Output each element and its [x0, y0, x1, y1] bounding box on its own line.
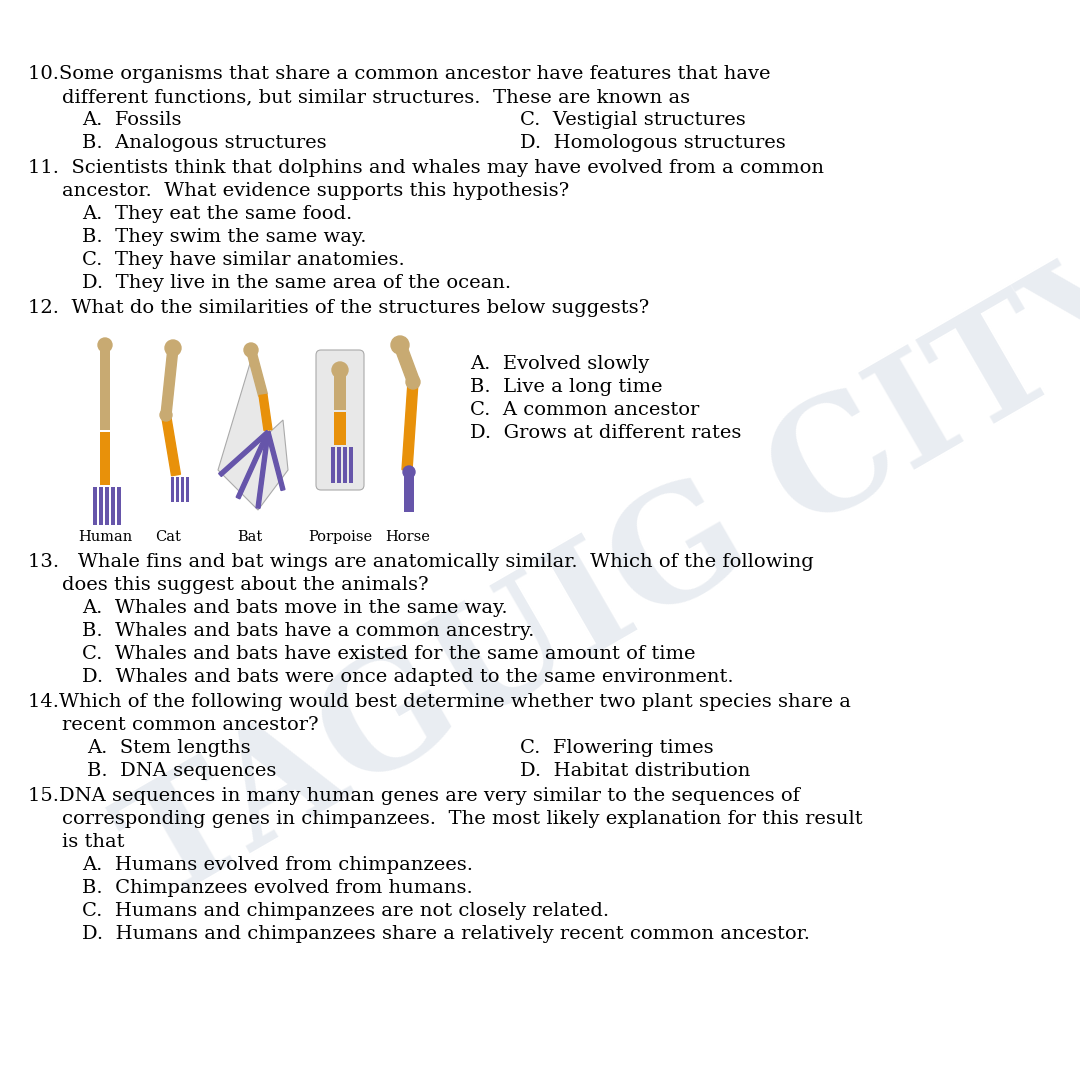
Polygon shape — [337, 447, 341, 483]
Text: ancestor.  What evidence supports this hypothesis?: ancestor. What evidence supports this hy… — [62, 182, 569, 200]
Text: C.  Vestigial structures: C. Vestigial structures — [519, 111, 746, 129]
Text: B.  Live a long time: B. Live a long time — [470, 378, 662, 396]
Text: Bat: Bat — [238, 530, 262, 544]
Circle shape — [403, 466, 415, 478]
Circle shape — [332, 361, 348, 378]
Text: B.  Chimpanzees evolved from humans.: B. Chimpanzees evolved from humans. — [82, 879, 473, 897]
Text: B.  DNA sequences: B. DNA sequences — [87, 762, 276, 780]
Text: A.  Evolved slowly: A. Evolved slowly — [470, 355, 649, 373]
Text: Porpoise: Porpoise — [308, 530, 373, 544]
Polygon shape — [334, 412, 346, 445]
Text: C.  Whales and bats have existed for the same amount of time: C. Whales and bats have existed for the … — [82, 645, 696, 663]
Polygon shape — [117, 487, 121, 525]
Polygon shape — [334, 370, 346, 410]
Circle shape — [406, 375, 420, 390]
Polygon shape — [162, 414, 180, 476]
Polygon shape — [349, 447, 353, 483]
Polygon shape — [218, 431, 269, 477]
Text: A.  Humans evolved from chimpanzees.: A. Humans evolved from chimpanzees. — [82, 856, 473, 874]
Polygon shape — [404, 472, 414, 513]
Polygon shape — [186, 477, 189, 502]
Text: B.  Analogous structures: B. Analogous structures — [82, 134, 326, 152]
Circle shape — [98, 338, 112, 352]
Polygon shape — [181, 477, 184, 502]
Text: 15.DNA sequences in many human genes are very similar to the sequences of: 15.DNA sequences in many human genes are… — [28, 787, 800, 805]
Polygon shape — [246, 349, 268, 396]
Circle shape — [165, 340, 181, 356]
Polygon shape — [343, 447, 347, 483]
Text: 14.Which of the following would best determine whether two plant species share a: 14.Which of the following would best det… — [28, 693, 851, 711]
Text: B.  Whales and bats have a common ancestry.: B. Whales and bats have a common ancestr… — [82, 622, 535, 640]
Polygon shape — [266, 432, 285, 491]
Text: 13.   Whale fins and bat wings are anatomically similar.  Which of the following: 13. Whale fins and bat wings are anatomi… — [28, 554, 813, 571]
Polygon shape — [161, 347, 178, 415]
Text: C.  They have similar anatomies.: C. They have similar anatomies. — [82, 251, 405, 269]
Polygon shape — [237, 432, 270, 498]
Polygon shape — [259, 395, 272, 431]
Polygon shape — [100, 345, 110, 431]
Text: 10.Some organisms that share a common ancestor have features that have: 10.Some organisms that share a common an… — [28, 65, 770, 83]
Text: D.  Habitat distribution: D. Habitat distribution — [519, 762, 751, 780]
Text: D.  Grows at different rates: D. Grows at different rates — [470, 424, 741, 442]
Text: D.  Whales and bats were once adapted to the same environment.: D. Whales and bats were once adapted to … — [82, 668, 733, 686]
Text: D.  Humans and chimpanzees share a relatively recent common ancestor.: D. Humans and chimpanzees share a relati… — [82, 925, 810, 943]
Circle shape — [244, 343, 258, 357]
Text: corresponding genes in chimpanzees.  The most likely explanation for this result: corresponding genes in chimpanzees. The … — [62, 810, 863, 828]
Text: different functions, but similar structures.  These are known as: different functions, but similar structu… — [62, 88, 690, 106]
Text: recent common ancestor?: recent common ancestor? — [62, 716, 319, 734]
Circle shape — [391, 336, 409, 354]
Polygon shape — [394, 343, 419, 382]
Text: C.  Humans and chimpanzees are not closely related.: C. Humans and chimpanzees are not closel… — [82, 902, 609, 920]
Polygon shape — [111, 487, 114, 525]
FancyBboxPatch shape — [316, 350, 364, 490]
Polygon shape — [93, 487, 97, 525]
Text: 12.  What do the similarities of the structures below suggests?: 12. What do the similarities of the stru… — [28, 299, 649, 317]
Text: A.  Whales and bats move in the same way.: A. Whales and bats move in the same way. — [82, 599, 508, 617]
Text: A.  They eat the same food.: A. They eat the same food. — [82, 205, 352, 223]
Text: 11.  Scientists think that dolphins and whales may have evolved from a common: 11. Scientists think that dolphins and w… — [28, 159, 824, 177]
Polygon shape — [330, 447, 335, 483]
Text: Horse: Horse — [386, 530, 431, 544]
Text: TAGUIG CITY: TAGUIG CITY — [102, 224, 1080, 933]
Polygon shape — [99, 487, 103, 525]
Polygon shape — [256, 432, 270, 508]
Text: D.  Homologous structures: D. Homologous structures — [519, 134, 786, 152]
Text: C.  Flowering times: C. Flowering times — [519, 739, 714, 757]
Text: Cat: Cat — [156, 530, 181, 544]
Text: Human: Human — [78, 530, 132, 544]
Text: is that: is that — [62, 833, 124, 851]
Text: B.  They swim the same way.: B. They swim the same way. — [82, 228, 366, 246]
Polygon shape — [105, 487, 109, 525]
Polygon shape — [100, 432, 110, 484]
Text: C.  A common ancestor: C. A common ancestor — [470, 401, 699, 419]
Polygon shape — [171, 477, 174, 502]
Circle shape — [160, 409, 172, 421]
Polygon shape — [176, 477, 179, 502]
Polygon shape — [218, 360, 288, 510]
Polygon shape — [402, 382, 418, 470]
Text: A.  Stem lengths: A. Stem lengths — [87, 739, 251, 757]
Text: A.  Fossils: A. Fossils — [82, 111, 181, 129]
Text: D.  They live in the same area of the ocean.: D. They live in the same area of the oce… — [82, 274, 511, 292]
Text: does this suggest about the animals?: does this suggest about the animals? — [62, 576, 429, 595]
